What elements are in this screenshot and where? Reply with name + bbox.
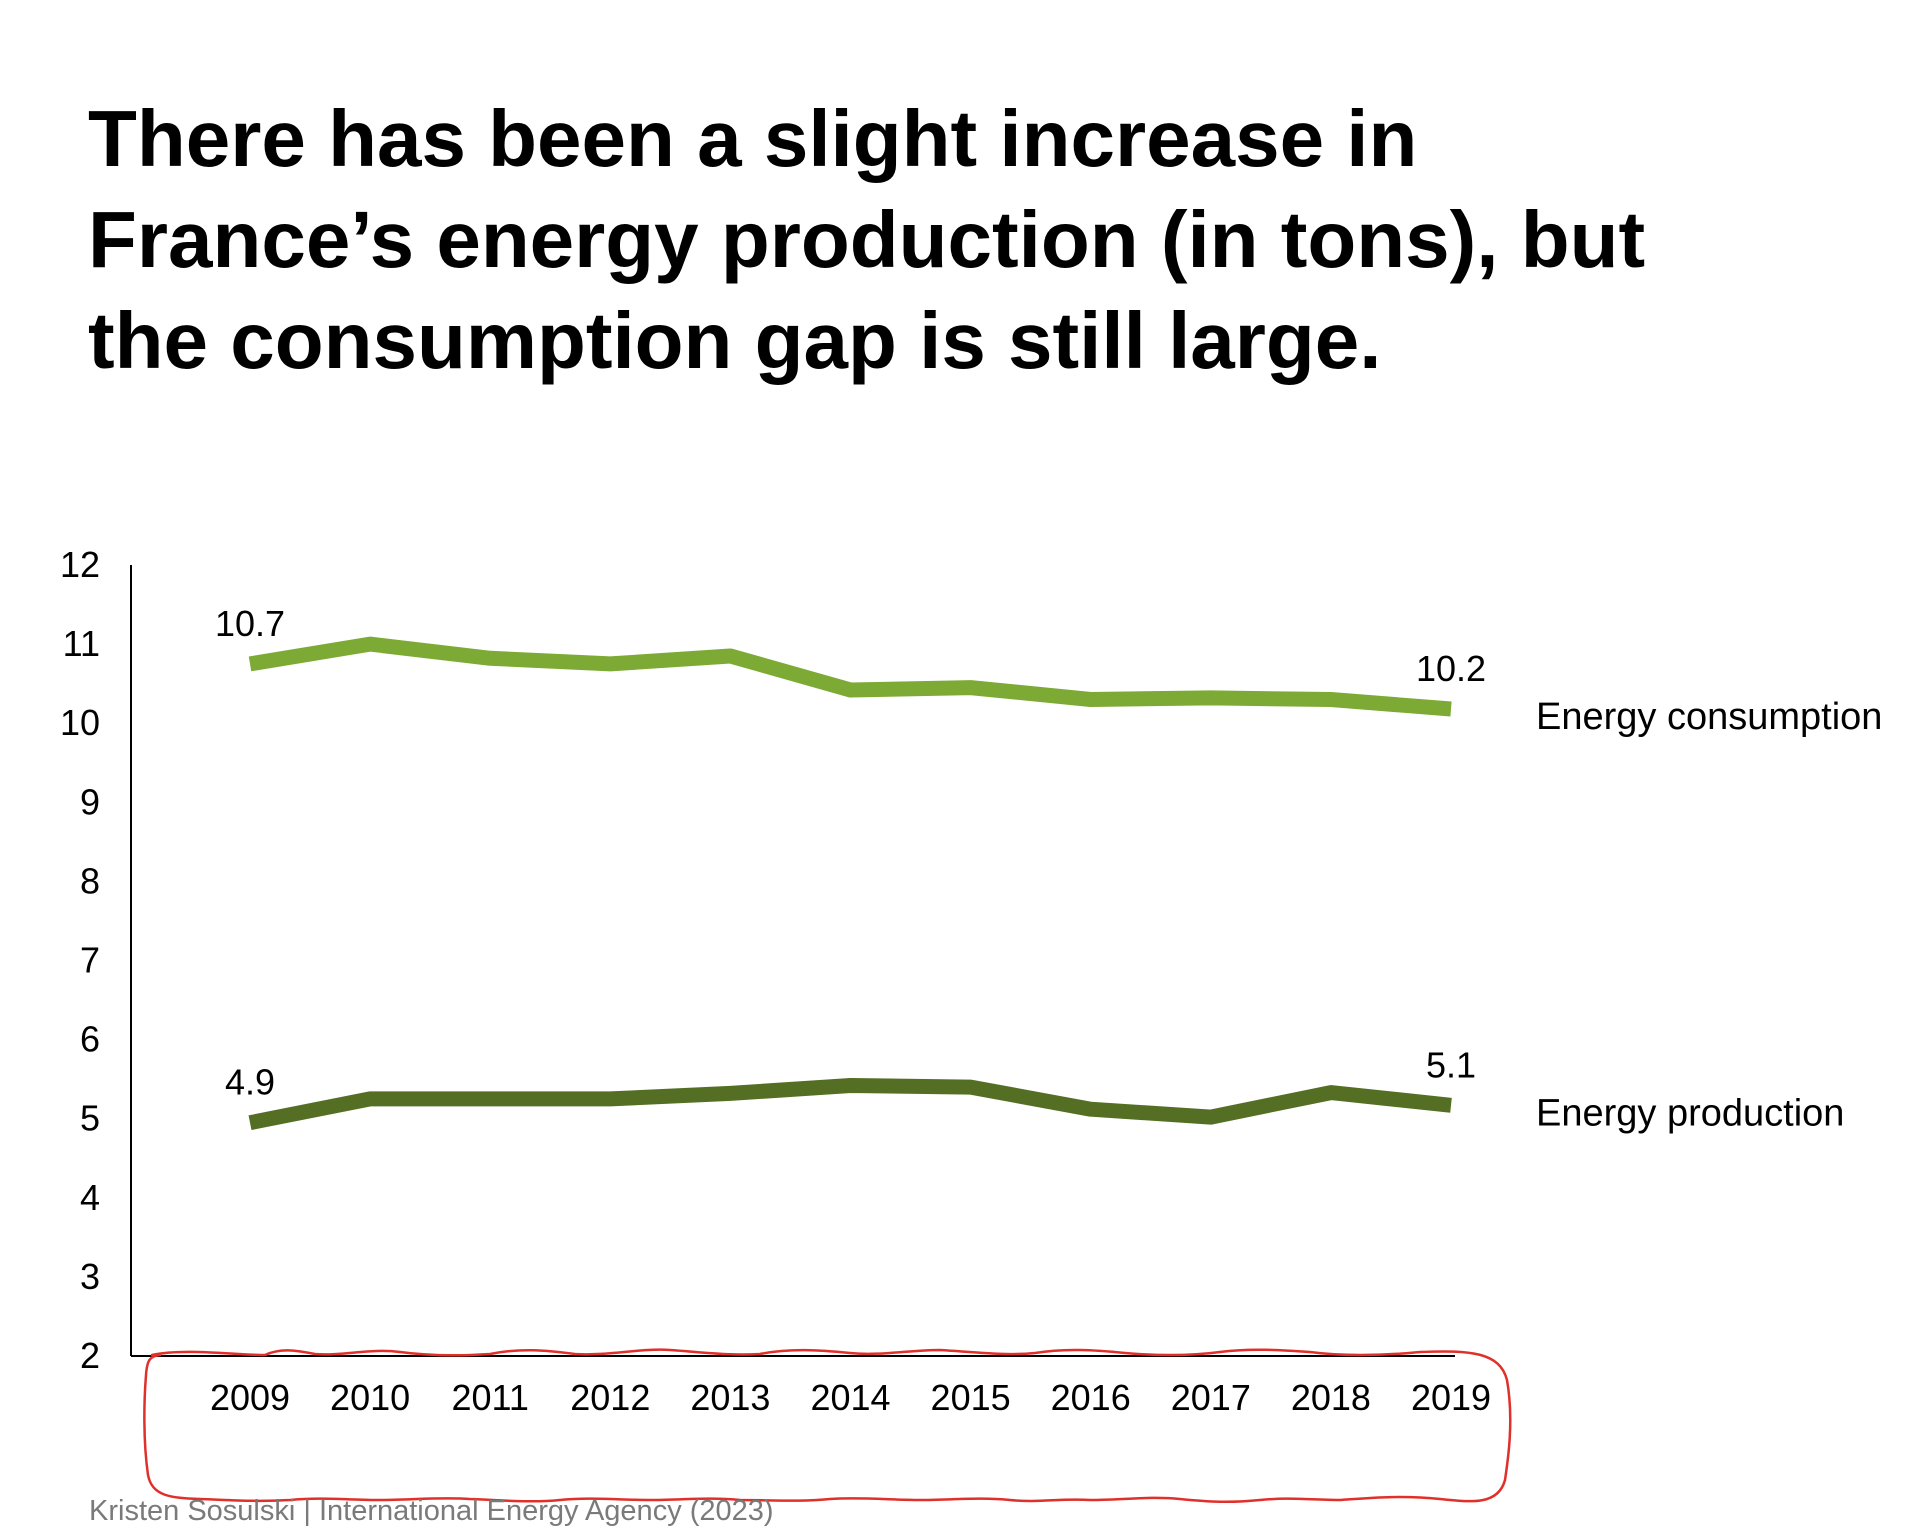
chart-title: There has been a slight increase in Fran… <box>88 88 1788 391</box>
y-tick-label: 10 <box>60 702 100 743</box>
series-group: 10.7 10.2 Energy consumption 4.9 5.1 Energy p… <box>215 603 1882 1134</box>
x-tick-label: 2014 <box>810 1377 890 1418</box>
series-line <box>248 636 1452 717</box>
x-tick-label: 2013 <box>690 1377 770 1418</box>
y-tick-label: 6 <box>80 1019 100 1060</box>
x-tick-label: 2015 <box>931 1377 1011 1418</box>
y-tick-label: 9 <box>80 781 100 822</box>
y-tick-label: 11 <box>63 623 100 664</box>
data-label: 4.9 <box>225 1062 275 1103</box>
chart-axes <box>130 565 1455 1357</box>
x-tick-label: 2009 <box>210 1377 290 1418</box>
y-tick-label: 5 <box>80 1098 100 1139</box>
y-tick-labels: 12 11 10 9 8 7 6 5 4 3 2 <box>60 544 100 1376</box>
series-label: Energy consumption <box>1536 696 1882 738</box>
x-tick-label: 2018 <box>1291 1377 1371 1418</box>
x-tick-label: 2010 <box>330 1377 410 1418</box>
x-tick-label: 2016 <box>1051 1377 1131 1418</box>
y-tick-label: 12 <box>60 544 100 585</box>
y-tick-label: 8 <box>80 860 100 901</box>
hand-drawn-circle-annotation <box>143 1348 1512 1504</box>
y-tick-label: 4 <box>80 1177 100 1218</box>
source-credit: Kristen Sosulski | International Energy … <box>89 1495 774 1527</box>
data-label: 5.1 <box>1426 1044 1476 1085</box>
chart-title-line: the consumption gap is still large. <box>88 296 1382 385</box>
y-tick-label: 7 <box>80 940 100 981</box>
chart-title-line: France’s energy production (in tons), bu… <box>88 195 1646 284</box>
chart-title-line: There has been a slight increase in <box>88 94 1418 183</box>
y-tick-label: 2 <box>80 1335 100 1376</box>
x-tick-label: 2011 <box>451 1377 528 1418</box>
series-label: Energy production <box>1536 1092 1844 1134</box>
y-tick-label: 3 <box>80 1256 100 1297</box>
x-tick-label: 2012 <box>570 1377 650 1418</box>
x-tick-label: 2019 <box>1411 1377 1491 1418</box>
series-line <box>248 1078 1452 1131</box>
annotation-group <box>143 1348 1512 1504</box>
x-tick-labels: 2009 2010 2011 2012 2013 2014 2015 2016 2017 2018… <box>210 1377 1491 1418</box>
data-label: 10.2 <box>1416 648 1486 689</box>
data-label: 10.7 <box>215 603 285 644</box>
x-tick-label: 2017 <box>1171 1377 1251 1418</box>
